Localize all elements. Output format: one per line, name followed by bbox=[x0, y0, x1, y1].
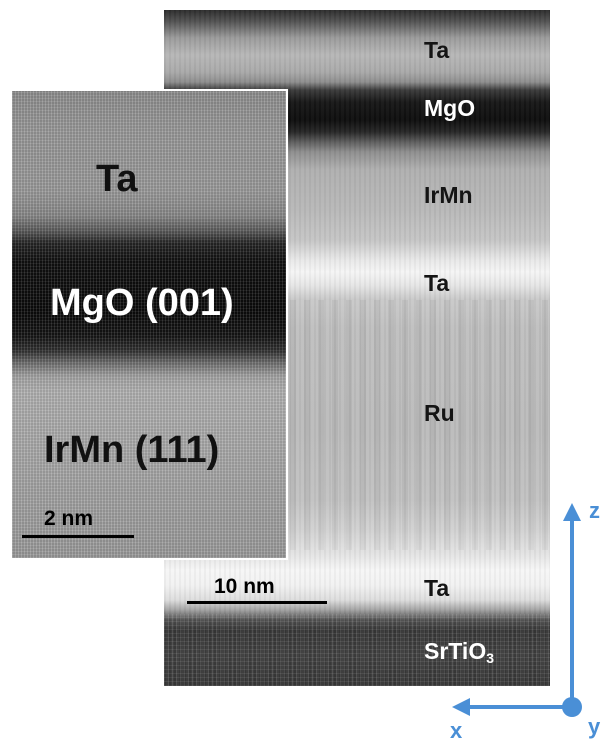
substrate-subscript: 3 bbox=[486, 650, 495, 666]
coordinate-axes bbox=[452, 503, 582, 717]
inset-scale-bar bbox=[22, 535, 134, 538]
layer-label-ru: Ru bbox=[424, 400, 455, 426]
main-scale-bar bbox=[187, 601, 327, 604]
layer-label-substrate: SrTiO3 bbox=[424, 638, 495, 666]
inset-hrstem-image bbox=[10, 89, 288, 560]
z-axis-label: z bbox=[589, 498, 600, 523]
substrate-lattice bbox=[164, 614, 550, 686]
y-axis-dot bbox=[562, 697, 582, 717]
inset-label-mgo: MgO (001) bbox=[50, 282, 234, 324]
inset-lattice-texture bbox=[12, 91, 286, 558]
z-axis-arrowhead bbox=[563, 503, 581, 521]
inset-label-irmn: IrMn (111) bbox=[44, 429, 220, 471]
x-axis-arrowhead bbox=[452, 698, 470, 716]
substrate-name: SrTiO bbox=[424, 638, 487, 664]
y-axis-label: y bbox=[588, 714, 601, 739]
inset-scale-bar-label: 2 nm bbox=[44, 507, 94, 530]
main-scale-bar-label: 10 nm bbox=[214, 575, 275, 598]
layer-label-ta-top: Ta bbox=[424, 37, 450, 63]
layer-label-ta-bottom: Ta bbox=[424, 575, 450, 601]
inset-label-ta: Ta bbox=[96, 158, 138, 200]
layer-label-mgo: MgO bbox=[424, 95, 476, 121]
layer-label-ta-middle: Ta bbox=[424, 270, 450, 296]
x-axis-label: x bbox=[450, 718, 463, 743]
layer-label-irmn: IrMn bbox=[424, 182, 473, 208]
